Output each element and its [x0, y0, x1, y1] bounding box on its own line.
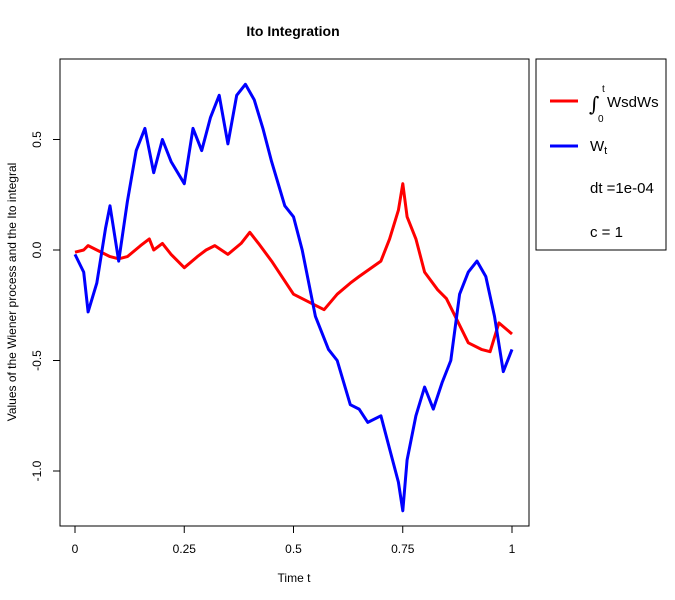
- series-layer: [73, 82, 514, 513]
- y-axis-label: Values of the Wiener process and the Ito…: [5, 163, 19, 422]
- legend: ∫ t 0 WsdWs Wt dt =1e-04 c = 1: [535, 58, 667, 251]
- x-tick-label: 0.25: [173, 542, 197, 556]
- legend-c: c = 1: [590, 224, 623, 241]
- x-tick-label: 0.75: [391, 542, 415, 556]
- y-tick-label: -0.5: [30, 350, 44, 371]
- y-tick-label: 0.5: [30, 131, 44, 148]
- legend-wiener-subscript: t: [604, 145, 607, 157]
- x-axis: 0 0.25 0.5 0.75 1: [72, 525, 516, 556]
- plot-frame: [59, 58, 530, 527]
- legend-integral-lower-limit: 0: [598, 114, 604, 125]
- legend-dt: dt =1e-04: [590, 180, 654, 197]
- legend-wiener-symbol: W: [590, 138, 605, 155]
- legend-integral-symbol: ∫: [589, 92, 599, 116]
- x-tick-label: 0.5: [285, 542, 302, 556]
- chart-title: Ito Integration: [246, 23, 339, 39]
- x-axis-label: Time t: [278, 571, 312, 585]
- x-tick-label: 1: [509, 542, 516, 556]
- x-tick-label: 0: [72, 542, 79, 556]
- legend-integral-label: WsdWs: [607, 94, 659, 111]
- series-line-1: [73, 82, 514, 513]
- legend-wiener-label: Wt: [590, 138, 607, 157]
- y-tick-label: -1.0: [30, 460, 44, 481]
- series-line-0: [74, 182, 513, 354]
- y-tick-label: 0.0: [30, 241, 44, 258]
- legend-box: [535, 58, 667, 251]
- y-axis: -1.0 -0.5 0.0 0.5: [30, 131, 61, 481]
- legend-integral-upper-limit: t: [602, 84, 605, 95]
